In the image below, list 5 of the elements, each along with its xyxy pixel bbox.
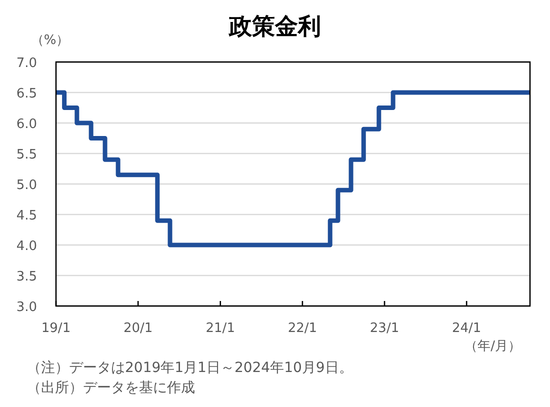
xlabel: （年/月）	[464, 339, 521, 354]
ylabel: （%）	[30, 33, 70, 48]
annotation: （注）データは2019年1月1日～2024年10月9日。	[27, 360, 353, 376]
annotation: （出所）データを基に作成	[27, 380, 195, 396]
title: 政策金利	[229, 14, 321, 40]
